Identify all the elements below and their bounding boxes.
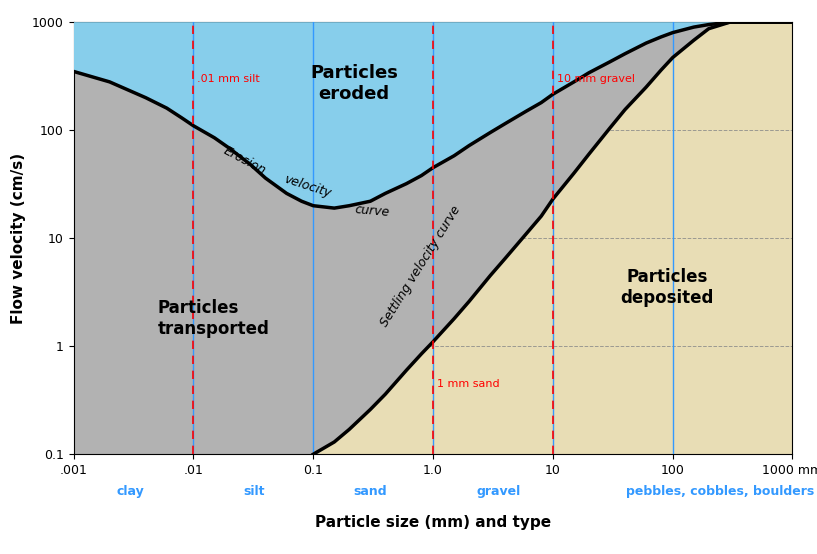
Y-axis label: Flow velocity (cm/s): Flow velocity (cm/s) [11, 153, 26, 324]
Text: .01 mm silt: .01 mm silt [198, 74, 260, 84]
Text: pebbles, cobbles, boulders: pebbles, cobbles, boulders [626, 485, 815, 497]
Text: gravel: gravel [476, 485, 520, 497]
Polygon shape [74, 22, 792, 208]
Text: sand: sand [354, 485, 387, 497]
Text: Erosion: Erosion [221, 144, 268, 177]
Text: velocity: velocity [282, 173, 333, 201]
Text: 10 mm gravel: 10 mm gravel [557, 74, 635, 84]
Text: Settling velocity curve: Settling velocity curve [378, 203, 463, 329]
Text: Particles
deposited: Particles deposited [620, 268, 714, 307]
Polygon shape [74, 22, 792, 454]
Text: curve: curve [355, 203, 391, 219]
Text: Particle size (mm) and type: Particle size (mm) and type [315, 515, 551, 530]
Polygon shape [313, 22, 792, 454]
Text: 1 mm sand: 1 mm sand [437, 379, 500, 389]
Text: clay: clay [117, 485, 145, 497]
Text: Particles
transported: Particles transported [158, 299, 269, 338]
Text: Particles
eroded: Particles eroded [310, 64, 398, 103]
Text: silt: silt [243, 485, 265, 497]
